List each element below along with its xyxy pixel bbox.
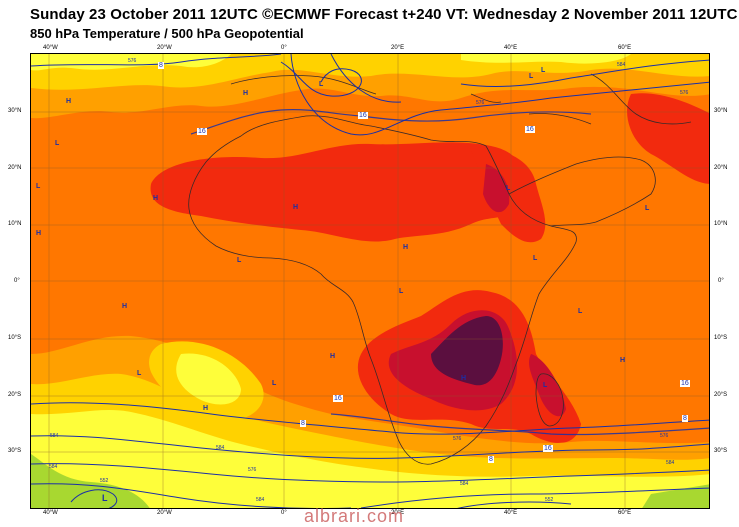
- geopotential-contour-label: 576: [476, 100, 485, 106]
- temperature-contour-label: 16: [525, 126, 535, 133]
- low-pressure-marker: L: [237, 257, 242, 264]
- temperature-contour-label: 16: [333, 395, 343, 402]
- lon-tick-bottom-e: 40°E: [504, 510, 518, 516]
- geopotential-contour-label: 584: [666, 460, 675, 466]
- low-pressure-marker: L: [506, 185, 511, 192]
- low-pressure-marker: L: [543, 382, 548, 389]
- lat-tick-left-0: 0°: [14, 278, 20, 284]
- lat-tick-right-30n: 30°N: [714, 108, 728, 114]
- lat-tick-left-30n: 30°N: [8, 108, 22, 114]
- lon-tick-top-b: 20°W: [157, 45, 172, 51]
- temperature-contour-label: 8: [158, 62, 164, 69]
- high-pressure-marker: H: [66, 98, 72, 105]
- geopotential-contour-label: 584: [49, 464, 58, 470]
- geopotential-contour-label: 584: [50, 433, 59, 439]
- temp-band-north-yellow-light: [31, 54, 231, 71]
- high-pressure-marker: H: [620, 357, 626, 364]
- lon-tick-bottom-b: 20°W: [157, 510, 172, 516]
- temp-band-sudan-darkred: [483, 164, 510, 213]
- low-pressure-marker: L: [272, 380, 277, 387]
- map-title: Sunday 23 October 2011 12UTC ©ECMWF Fore…: [30, 6, 738, 23]
- temperature-contour-label: 8: [682, 415, 688, 422]
- lat-tick-right-10n: 10°N: [714, 221, 728, 227]
- geopotential-contour-label: 576: [248, 467, 257, 473]
- high-pressure-marker: H: [153, 195, 159, 202]
- temp-band-madagascar-darkred: [528, 354, 566, 417]
- lon-tick-top-c: 0°: [281, 45, 287, 51]
- lon-tick-bottom-c: 0°: [281, 510, 287, 516]
- forecast-map: 40°W 40°W 20°W 0° 20°E 40°E 60°E: [30, 53, 710, 509]
- lat-tick-left-10n: 10°N: [8, 221, 22, 227]
- temp-band-sahara-red: [150, 142, 525, 242]
- coastlines: [188, 73, 692, 465]
- geopotential-contour-label: 584: [256, 497, 265, 503]
- geopotential-contour-label: 576: [453, 436, 462, 442]
- lat-tick-left-20s: 20°S: [8, 392, 22, 398]
- geopotential-contour-label: 576: [660, 433, 669, 439]
- temperature-contour-label: 16: [358, 112, 368, 119]
- temperature-contour-label: 16: [543, 445, 553, 452]
- lat-tick-right-20s: 20°S: [714, 392, 728, 398]
- temp-band-southeast-green: [642, 484, 709, 508]
- geopotential-contour-label: 552: [100, 478, 109, 484]
- lon-tick-bottom-f: 60°E: [618, 510, 632, 516]
- lon-tick-top-a: 40°W: [43, 45, 58, 51]
- temp-band-south-yellow-light: [31, 410, 709, 508]
- high-pressure-marker: H: [461, 375, 467, 382]
- lon-tick-bottom-a: 40°W: [43, 510, 58, 516]
- temperature-contours: [190, 109, 709, 436]
- lon-tick-top-f: 60°E: [618, 45, 632, 51]
- high-pressure-marker: H: [293, 204, 299, 211]
- temperature-contour-label: 16: [680, 380, 690, 387]
- low-pressure-marker: L: [529, 73, 534, 80]
- temp-band-iran-red: [627, 93, 709, 184]
- temp-band-southern-africa-purple: [431, 316, 503, 386]
- low-pressure-marker: L: [541, 67, 546, 74]
- watermark: albrari.com: [304, 506, 405, 526]
- geopotential-contour-label: 584: [216, 445, 225, 451]
- geopotential-contour-label: 576: [680, 90, 689, 96]
- lat-tick-right-20n: 20°N: [714, 165, 728, 171]
- lon-tick-bottom-d: 20°E: [391, 510, 405, 516]
- high-pressure-marker: H: [36, 230, 42, 237]
- low-pressure-marker: L: [399, 288, 404, 295]
- temperature-contour-label: 8: [488, 456, 494, 463]
- high-pressure-marker: H: [403, 244, 409, 251]
- temp-band-southwest-green: [31, 454, 150, 508]
- lat-tick-left-20n: 20°N: [8, 165, 22, 171]
- low-pressure-marker: L: [102, 493, 108, 503]
- lat-tick-left-30s: 30°S: [8, 448, 22, 454]
- low-pressure-marker: L: [319, 81, 324, 88]
- map-canvas: 40°W: [31, 54, 709, 508]
- grid-lines: [31, 54, 709, 508]
- high-pressure-marker: H: [243, 90, 249, 97]
- low-pressure-marker: L: [36, 183, 41, 190]
- geopotential-contour-label: 584: [617, 62, 626, 68]
- temp-band-north-yellow-light-east: [461, 54, 631, 64]
- low-pressure-marker: L: [645, 205, 650, 212]
- lon-tick-top-e: 40°E: [504, 45, 518, 51]
- lat-tick-right-30s: 30°S: [714, 448, 728, 454]
- low-pressure-marker: L: [533, 255, 538, 262]
- lon-tick-top-d: 20°E: [391, 45, 405, 51]
- temperature-contour-label: 16: [197, 128, 207, 135]
- high-pressure-marker: H: [330, 353, 336, 360]
- geopotential-contour-label: 584: [460, 481, 469, 487]
- geopotential-contours: [31, 54, 709, 508]
- temperature-contour-label: 8: [300, 420, 306, 427]
- lat-tick-right-0: 0°: [718, 278, 724, 284]
- lat-tick-left-10s: 10°S: [8, 335, 22, 341]
- lat-tick-right-10s: 10°S: [714, 335, 728, 341]
- low-pressure-marker: L: [578, 308, 583, 315]
- temp-band-southatlantic-yellow-light: [176, 353, 241, 405]
- geopotential-contour-label: 576: [128, 58, 137, 64]
- map-subtitle: 850 hPa Temperature / 500 hPa Geopotenti…: [30, 26, 304, 41]
- high-pressure-marker: H: [122, 303, 128, 310]
- low-pressure-marker: L: [137, 370, 142, 377]
- high-pressure-marker: H: [203, 405, 209, 412]
- geopotential-contour-label: 552: [545, 497, 554, 503]
- low-pressure-marker: L: [55, 140, 60, 147]
